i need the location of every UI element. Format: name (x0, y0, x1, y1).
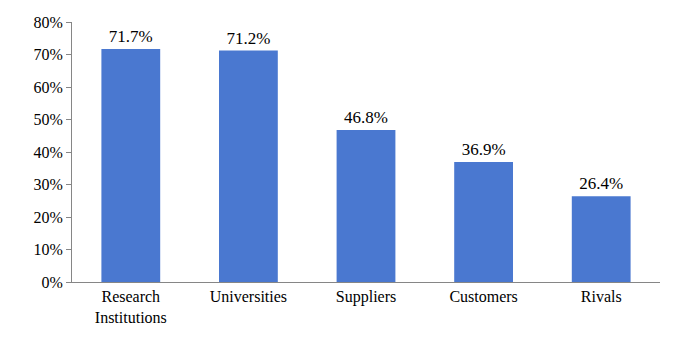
svg-text:60%: 60% (33, 79, 62, 96)
svg-text:20%: 20% (33, 209, 62, 226)
svg-text:46.8%: 46.8% (344, 108, 388, 127)
svg-text:30%: 30% (33, 176, 62, 193)
svg-text:ResearchInstitutions: ResearchInstitutions (95, 288, 167, 326)
svg-text:70%: 70% (33, 46, 62, 63)
svg-text:Suppliers: Suppliers (336, 288, 396, 306)
svg-text:26.4%: 26.4% (579, 174, 623, 193)
svg-text:Rivals: Rivals (581, 288, 622, 305)
svg-text:0%: 0% (41, 274, 62, 291)
svg-text:10%: 10% (33, 241, 62, 258)
svg-text:Universities: Universities (210, 288, 287, 305)
svg-text:Customers: Customers (449, 288, 517, 305)
svg-text:50%: 50% (33, 111, 62, 128)
svg-text:36.9%: 36.9% (462, 140, 506, 159)
svg-text:71.2%: 71.2% (226, 29, 270, 48)
svg-text:40%: 40% (33, 144, 62, 161)
svg-text:80%: 80% (33, 14, 62, 31)
svg-text:71.7%: 71.7% (109, 27, 153, 46)
